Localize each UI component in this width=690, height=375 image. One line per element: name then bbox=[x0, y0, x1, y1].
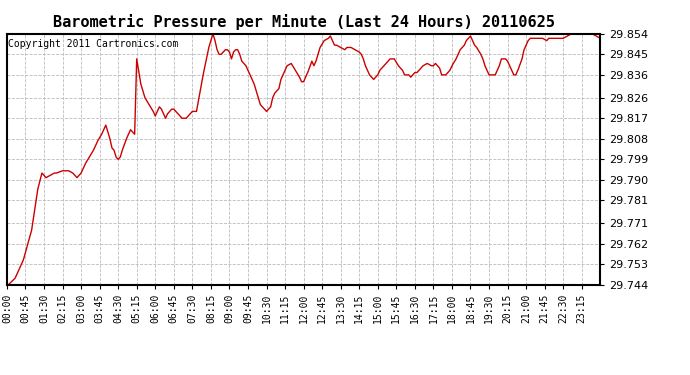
Title: Barometric Pressure per Minute (Last 24 Hours) 20110625: Barometric Pressure per Minute (Last 24 … bbox=[52, 14, 555, 30]
Text: Copyright 2011 Cartronics.com: Copyright 2011 Cartronics.com bbox=[8, 39, 179, 49]
